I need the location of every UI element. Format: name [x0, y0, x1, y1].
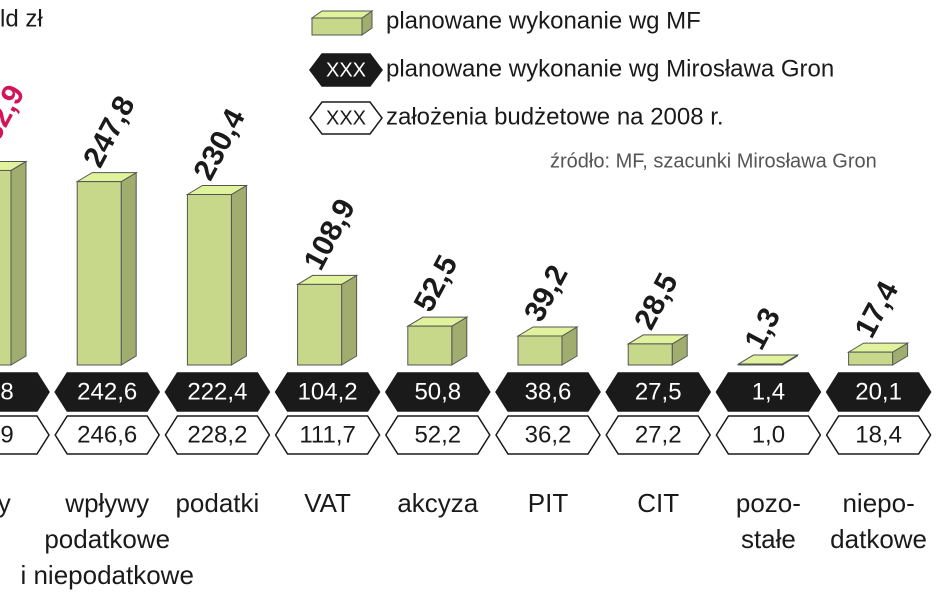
- hexagon-label: 246,6: [77, 421, 137, 448]
- x-tick-label: PIT: [528, 488, 569, 518]
- bar-top: [0, 160, 28, 171]
- bar-top: [736, 354, 800, 365]
- value-label: 247,8: [77, 91, 141, 173]
- legend-hexagon: [309, 101, 383, 135]
- value-label: 108,9: [298, 194, 362, 276]
- bar-side: [120, 171, 137, 366]
- value-label: 17,4: [849, 276, 906, 343]
- value-hexagon: [495, 372, 601, 412]
- value-hexagon: [384, 415, 491, 455]
- hexagon-label: 1,0: [752, 421, 785, 448]
- legend-swatch: [311, 17, 363, 36]
- hexagon-label: 52,2: [414, 421, 461, 448]
- bar: [737, 363, 783, 366]
- hexagon-label: 38,6: [525, 378, 572, 405]
- hexagon-label: 20,1: [855, 378, 902, 405]
- bar: [627, 343, 673, 366]
- legend-label: planowane wykonanie wg MF: [386, 7, 701, 34]
- value-label: 1,3: [738, 303, 787, 355]
- bar-side: [10, 160, 27, 366]
- value-hexagon: [605, 415, 712, 455]
- bar: [517, 335, 563, 366]
- value-label: 262,9: [0, 80, 31, 162]
- x-tick-label: CIT: [637, 488, 679, 518]
- legend-label: założenia budżetowe na 2008 r.: [386, 103, 724, 130]
- value-hexagon: [605, 372, 712, 412]
- legend-hexagon: [309, 53, 383, 87]
- legend-label: planowane wykonanie wg Mirosława Gron: [386, 55, 834, 82]
- value-hexagon: [825, 415, 932, 455]
- legend-cube-top: [310, 10, 374, 19]
- x-tick-label: i niepodatkowe: [20, 560, 193, 590]
- unit-label: ld zł: [0, 5, 43, 32]
- hexagon-label: 50,8: [414, 378, 461, 405]
- value-hexagon: [825, 372, 932, 412]
- bar: [297, 283, 343, 366]
- value-hexagon: [495, 415, 601, 455]
- value-hexagon: [0, 372, 50, 412]
- x-tick-label: akcyza: [397, 488, 478, 518]
- hexagon-label: 111,7: [299, 421, 356, 448]
- hexagon-label: 242,6: [77, 378, 137, 405]
- x-tick-label: podatkowe: [44, 524, 170, 554]
- value-label: 28,5: [628, 268, 685, 335]
- x-tick-label: niepo-: [842, 488, 914, 518]
- hexagon-label: 18,4: [855, 421, 902, 448]
- bar-side: [341, 274, 358, 366]
- bar: [407, 325, 453, 366]
- source-note: źródło: MF, szacunki Mirosława Gron: [550, 150, 877, 172]
- value-hexagon: [384, 372, 491, 412]
- bar-side: [230, 184, 247, 366]
- hexagon-label: 36,2: [525, 421, 572, 448]
- x-tick-label: wpływy: [64, 488, 149, 518]
- value-hexagon: [54, 372, 161, 412]
- bar: [848, 351, 894, 366]
- value-label: 52,5: [408, 250, 465, 317]
- x-tick-label: datkowe: [830, 524, 927, 554]
- hexagon-label: 7,8: [0, 378, 14, 405]
- value-label: 39,2: [518, 260, 575, 327]
- hexagon-label: 27,2: [635, 421, 682, 448]
- bar: [0, 169, 12, 366]
- value-hexagon: [164, 372, 271, 412]
- value-label: 230,4: [187, 103, 252, 185]
- x-tick-label: stałe: [741, 524, 796, 554]
- value-hexagon: [0, 415, 50, 455]
- x-tick-label: podatki: [175, 488, 259, 518]
- hexagon-label: 228,2: [187, 421, 247, 448]
- hexagon-label: 104,2: [298, 378, 358, 405]
- hexagon-label: 27,5: [635, 378, 682, 405]
- value-hexagon: [54, 415, 161, 455]
- value-hexagon: [274, 372, 381, 412]
- hexagon-label: 1,9: [0, 421, 14, 448]
- legend-marker-text: XXX: [326, 59, 366, 81]
- x-tick-label: VAT: [304, 488, 351, 518]
- value-hexagon: [274, 415, 381, 455]
- value-hexagon: [164, 415, 271, 455]
- x-tick-label: dy: [0, 488, 11, 518]
- x-tick-label: pozo-: [736, 488, 801, 518]
- legend-marker-text: XXX: [326, 107, 366, 129]
- bar: [186, 194, 232, 366]
- bar: [76, 181, 122, 366]
- value-hexagon: [715, 372, 822, 412]
- hexagon-label: 1,4: [752, 378, 785, 405]
- hexagon-label: 222,4: [187, 378, 247, 405]
- value-hexagon: [715, 415, 822, 455]
